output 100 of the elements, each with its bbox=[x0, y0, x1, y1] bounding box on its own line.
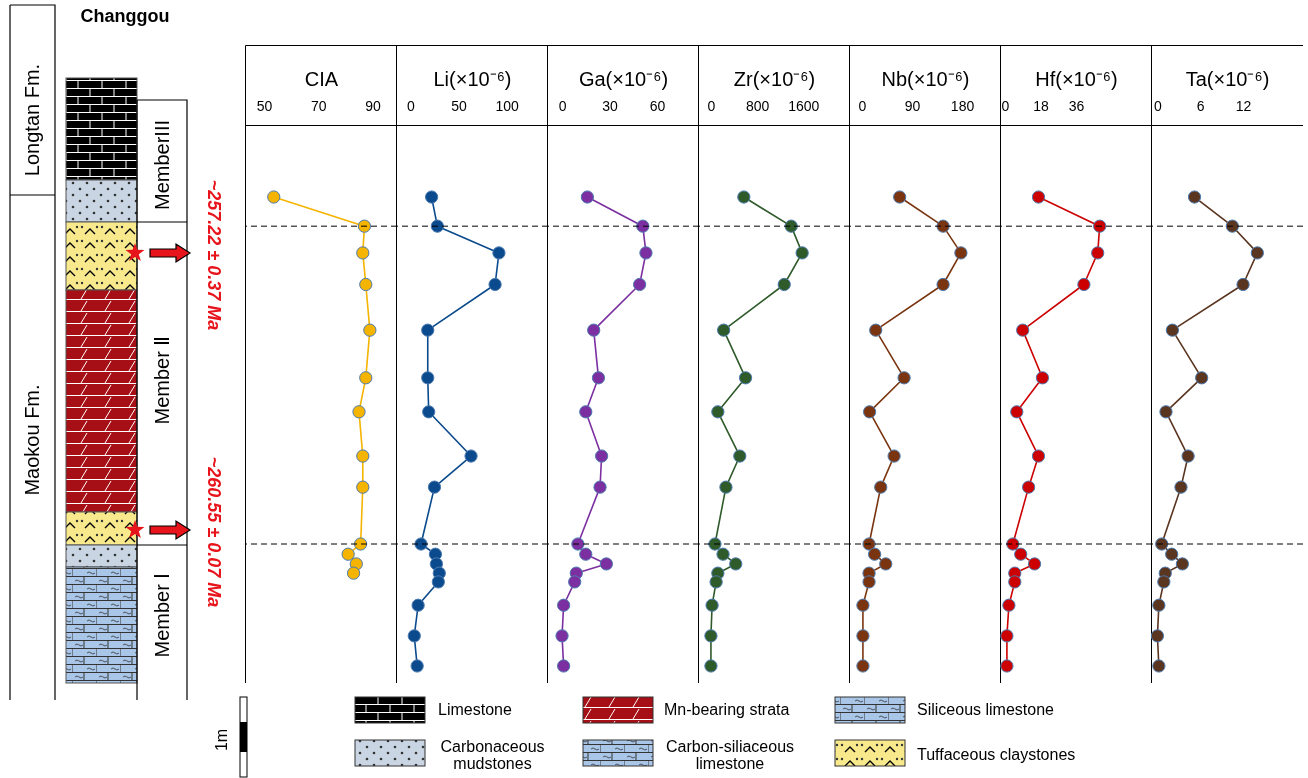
text: Tuffaceous claystones bbox=[917, 746, 1076, 764]
point bbox=[1152, 659, 1166, 673]
point bbox=[359, 277, 373, 292]
point bbox=[1022, 480, 1036, 494]
point bbox=[893, 190, 907, 204]
x-axis-title: Ga(×10⁻⁶) bbox=[578, 67, 669, 90]
x-tick-label: 50 bbox=[256, 97, 273, 114]
point bbox=[1159, 405, 1173, 419]
text: MemberIII bbox=[150, 119, 174, 211]
text: Mn-bearing strata bbox=[664, 701, 790, 719]
point bbox=[1008, 575, 1022, 589]
point bbox=[936, 277, 950, 292]
point bbox=[737, 190, 751, 204]
point bbox=[729, 557, 743, 571]
point bbox=[488, 277, 502, 292]
text: Changgou bbox=[80, 6, 170, 27]
x-axis-title: Hf(×10⁻⁶) bbox=[1035, 67, 1118, 90]
x-tick-label: 12 bbox=[1235, 97, 1252, 114]
point bbox=[593, 480, 607, 494]
point bbox=[591, 371, 606, 385]
text: ~257.22 ± 0.37 Ma bbox=[202, 179, 224, 331]
x-tick-label: 18 bbox=[1033, 97, 1049, 114]
point bbox=[1250, 246, 1264, 260]
x-tick-label: 50 bbox=[451, 97, 468, 114]
point bbox=[704, 629, 718, 643]
point bbox=[356, 449, 370, 463]
x-tick-label: 0 bbox=[1001, 97, 1010, 114]
point bbox=[936, 219, 950, 233]
point bbox=[869, 323, 883, 337]
point bbox=[422, 405, 436, 419]
point bbox=[867, 547, 882, 561]
point bbox=[1031, 449, 1046, 463]
point bbox=[587, 323, 601, 337]
text: Member Ⅱ bbox=[150, 335, 174, 425]
point bbox=[1236, 277, 1250, 292]
point bbox=[954, 246, 968, 260]
point bbox=[887, 449, 901, 463]
x-tick-label: 0 bbox=[858, 97, 867, 114]
x-tick-label: 800 bbox=[745, 97, 770, 114]
point bbox=[738, 371, 753, 385]
point bbox=[1151, 629, 1165, 643]
point bbox=[580, 190, 594, 204]
point bbox=[1181, 449, 1195, 463]
point bbox=[421, 371, 435, 385]
point bbox=[1010, 405, 1024, 419]
point bbox=[795, 246, 809, 260]
text: Member Ⅰ bbox=[150, 572, 174, 658]
point bbox=[856, 659, 870, 673]
point bbox=[856, 598, 870, 612]
x-tick-label: 70 bbox=[311, 97, 327, 114]
point bbox=[717, 323, 731, 337]
x-tick-label: 1600 bbox=[788, 97, 820, 114]
x-axis-title: Nb(×10⁻⁶) bbox=[881, 67, 970, 90]
point bbox=[359, 371, 373, 385]
point bbox=[595, 449, 609, 463]
point bbox=[363, 323, 377, 337]
point bbox=[267, 190, 281, 204]
point bbox=[1000, 659, 1014, 673]
point bbox=[733, 449, 747, 463]
point bbox=[352, 405, 366, 419]
point bbox=[421, 323, 435, 337]
point bbox=[599, 557, 613, 571]
x-tick-label: 6 bbox=[1196, 97, 1205, 114]
point bbox=[1187, 190, 1202, 204]
text: Carbon-siliaceous limestone bbox=[664, 738, 796, 772]
point bbox=[856, 629, 870, 643]
point bbox=[862, 405, 877, 419]
point bbox=[784, 219, 798, 233]
x-tick-label: 90 bbox=[904, 97, 921, 114]
x-axis-title: CIA bbox=[304, 67, 339, 90]
point bbox=[1027, 557, 1042, 571]
point bbox=[346, 566, 361, 580]
point bbox=[709, 575, 723, 589]
point bbox=[430, 219, 444, 233]
point bbox=[568, 575, 582, 589]
point bbox=[1152, 598, 1166, 612]
point bbox=[1016, 323, 1030, 337]
x-tick-label: 0 bbox=[407, 97, 416, 114]
point bbox=[427, 480, 442, 494]
point bbox=[356, 246, 370, 260]
point bbox=[874, 480, 888, 494]
point bbox=[1002, 598, 1016, 612]
x-tick-label: 0 bbox=[707, 97, 716, 114]
point bbox=[424, 190, 439, 204]
point bbox=[356, 480, 370, 494]
point bbox=[1035, 371, 1050, 385]
point bbox=[1000, 629, 1014, 643]
x-axis-title: Zr(×10⁻⁶) bbox=[733, 67, 816, 90]
point bbox=[1195, 371, 1209, 385]
point bbox=[464, 449, 478, 463]
x-tick-label: 90 bbox=[365, 97, 382, 114]
point bbox=[579, 405, 593, 419]
point bbox=[1174, 480, 1188, 494]
point bbox=[557, 598, 571, 612]
text: Longtan Fm. bbox=[20, 63, 44, 177]
point bbox=[1165, 547, 1179, 561]
point bbox=[1091, 246, 1105, 260]
point bbox=[555, 629, 569, 643]
point bbox=[879, 557, 893, 571]
point bbox=[1165, 323, 1180, 337]
